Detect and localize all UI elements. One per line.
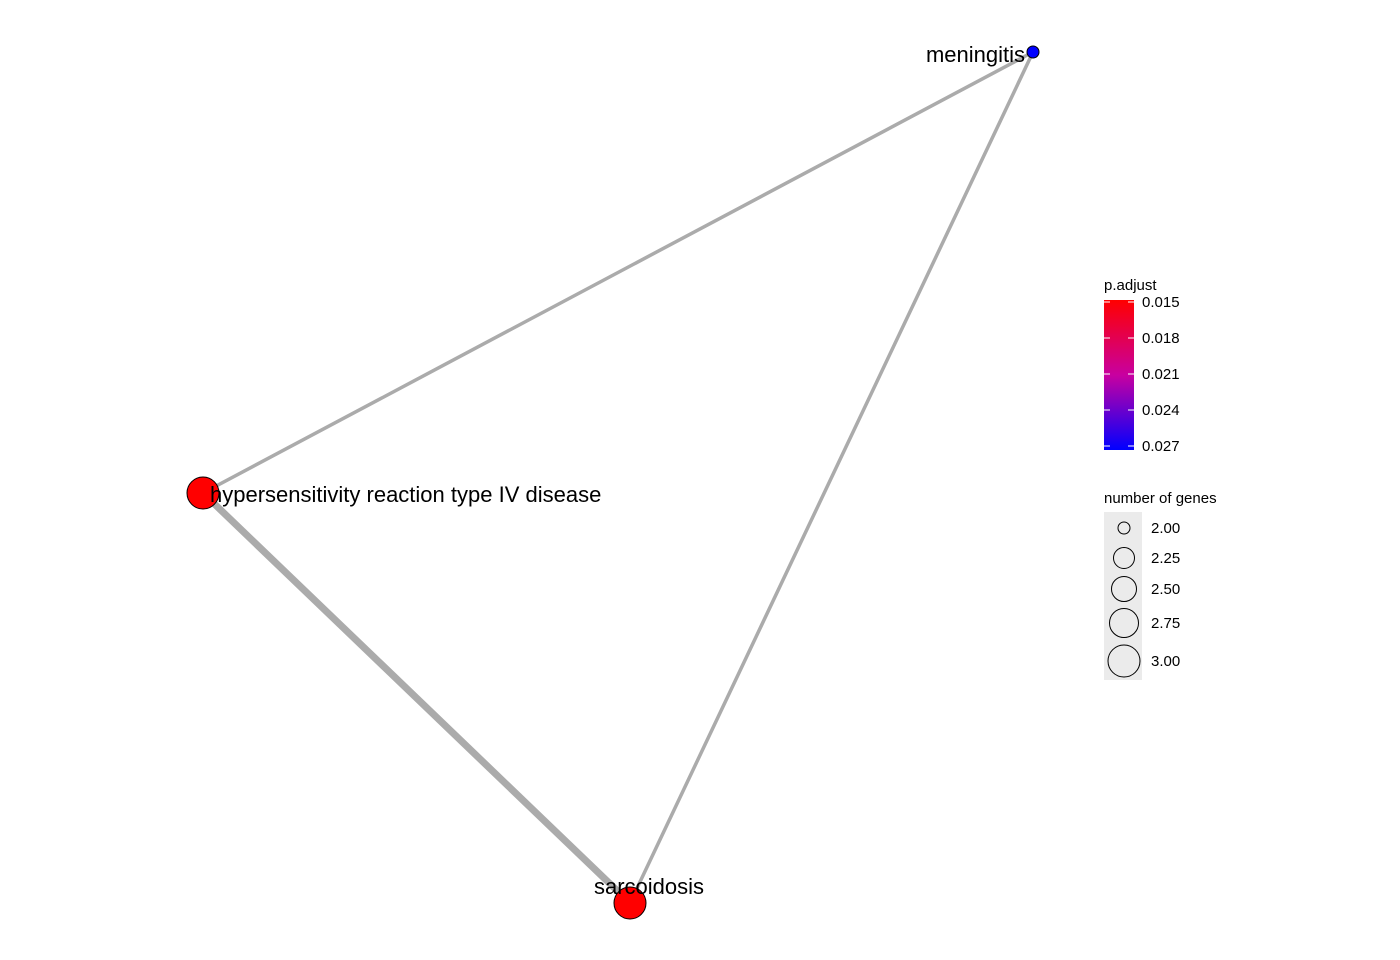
node-label-meningitis: meningitis xyxy=(926,42,1025,67)
node-meningitis[interactable] xyxy=(1026,45,1040,59)
edges-layer xyxy=(199,50,1035,907)
nodes-layer xyxy=(186,45,1040,920)
edge-meningitis-sarcoidosis xyxy=(628,50,1035,905)
node-label-sarcoidosis: sarcoidosis xyxy=(594,874,704,899)
size-key-circle xyxy=(1109,608,1139,638)
size-key-label: 2.50 xyxy=(1151,581,1180,598)
legend-colorbar xyxy=(1104,300,1134,450)
legend-number-of-genes: number of genes 2.00 2.25 2.50 2.75 3.00 xyxy=(1104,490,1217,680)
size-key-label: 3.00 xyxy=(1151,653,1180,670)
size-key-circle xyxy=(1113,547,1135,569)
legend-size-keys: 2.00 2.25 2.50 2.75 3.00 xyxy=(1107,520,1180,678)
colorbar-tick-label: 0.021 xyxy=(1142,366,1180,383)
node-hypersensitivity[interactable] xyxy=(186,476,220,510)
labels-layer: hypersensitivity reaction type IV diseas… xyxy=(210,42,1025,899)
size-key-circle xyxy=(1117,521,1131,535)
legend-size-title: number of genes xyxy=(1104,490,1217,507)
size-key-circle xyxy=(1107,644,1141,678)
size-key-label: 2.25 xyxy=(1151,550,1180,567)
edge-hypersensitivity-meningitis xyxy=(201,50,1035,495)
legend-p-adjust: p.adjust 0.015 0.018 0.021 0.024 0.027 xyxy=(1104,277,1180,455)
node-label-hypersensitivity: hypersensitivity reaction type IV diseas… xyxy=(210,482,601,507)
node-sarcoidosis[interactable] xyxy=(613,886,647,920)
colorbar-tick-label: 0.027 xyxy=(1142,438,1180,455)
legend-p-adjust-title: p.adjust xyxy=(1104,277,1157,294)
legend-colorbar-ticks: 0.015 0.018 0.021 0.024 0.027 xyxy=(1104,294,1180,455)
edge-hypersensitivity-sarcoidosis xyxy=(199,489,634,907)
colorbar-tick-label: 0.024 xyxy=(1142,402,1180,419)
size-key-label: 2.00 xyxy=(1151,520,1180,537)
colorbar-tick-label: 0.015 xyxy=(1142,294,1180,311)
size-key-circle xyxy=(1111,576,1137,602)
colorbar-tick-label: 0.018 xyxy=(1142,330,1180,347)
size-key-label: 2.75 xyxy=(1151,615,1180,632)
